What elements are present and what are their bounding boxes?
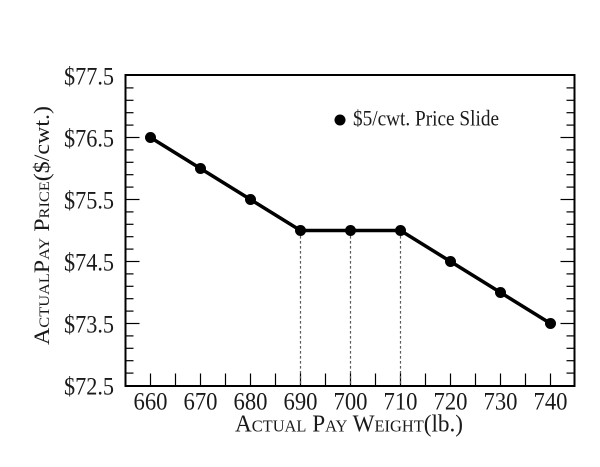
svg-text:720: 720 <box>434 389 468 416</box>
svg-text:710: 710 <box>384 389 418 416</box>
svg-text:$74.5: $74.5 <box>64 250 114 277</box>
svg-text:700: 700 <box>334 389 368 416</box>
svg-text:$77.5: $77.5 <box>64 64 114 91</box>
svg-text:660: 660 <box>134 389 168 416</box>
svg-text:$5/cwt. Price Slide: $5/cwt. Price Slide <box>353 106 499 131</box>
svg-text:740: 740 <box>534 389 568 416</box>
svg-text:690: 690 <box>284 389 318 416</box>
svg-text:680: 680 <box>234 389 268 416</box>
svg-text:Actual Pay Weight(lb.): Actual Pay Weight(lb.) <box>235 412 463 438</box>
svg-text:$73.5: $73.5 <box>64 312 114 339</box>
svg-text:$75.5: $75.5 <box>64 188 114 215</box>
svg-text:$72.5: $72.5 <box>64 374 114 401</box>
svg-text:$76.5: $76.5 <box>64 126 114 153</box>
svg-text:730: 730 <box>484 389 518 416</box>
svg-text:ActualPay Price($/cwt.): ActualPay Price($/cwt.) <box>29 106 54 345</box>
svg-text:670: 670 <box>184 389 218 416</box>
